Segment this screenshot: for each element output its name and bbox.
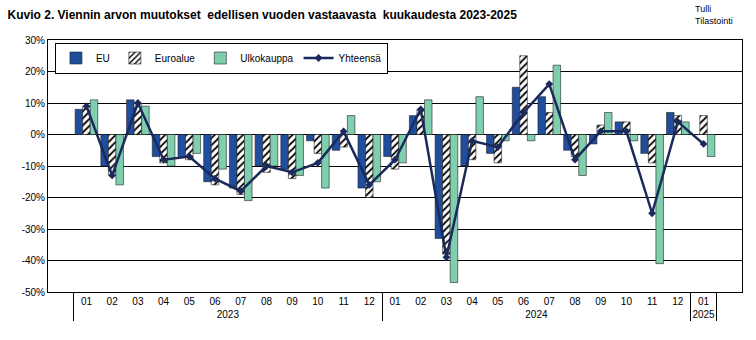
- svg-text:10: 10: [621, 296, 633, 307]
- svg-text:01: 01: [81, 296, 93, 307]
- svg-text:08: 08: [261, 296, 273, 307]
- svg-text:TulliTilastointi: TulliTilastointi: [695, 4, 733, 26]
- svg-text:05: 05: [184, 296, 196, 307]
- svg-text:30%: 30%: [25, 35, 45, 46]
- svg-text:EU: EU: [96, 53, 110, 64]
- svg-text:20%: 20%: [25, 66, 45, 77]
- svg-text:11: 11: [647, 296, 658, 307]
- svg-text:07: 07: [235, 296, 247, 307]
- svg-text:01: 01: [698, 296, 710, 307]
- svg-text:09: 09: [595, 296, 607, 307]
- svg-text:06: 06: [518, 296, 530, 307]
- svg-text:Euroalue: Euroalue: [155, 53, 195, 64]
- svg-text:03: 03: [132, 296, 144, 307]
- svg-text:08: 08: [569, 296, 581, 307]
- svg-text:-20%: -20%: [22, 192, 45, 203]
- svg-text:05: 05: [492, 296, 504, 307]
- svg-text:10%: 10%: [25, 98, 45, 109]
- svg-text:06: 06: [209, 296, 221, 307]
- svg-text:01: 01: [389, 296, 401, 307]
- svg-text:04: 04: [158, 296, 170, 307]
- svg-text:-50%: -50%: [22, 287, 45, 298]
- svg-text:02: 02: [415, 296, 427, 307]
- svg-text:-10%: -10%: [22, 161, 45, 172]
- svg-text:10: 10: [312, 296, 324, 307]
- svg-text:-40%: -40%: [22, 255, 45, 266]
- svg-text:04: 04: [467, 296, 479, 307]
- svg-text:12: 12: [672, 296, 684, 307]
- svg-text:Kuvio 2. Viennin arvon muutoks: Kuvio 2. Viennin arvon muutokset edellis…: [8, 8, 518, 22]
- svg-text:0%: 0%: [31, 129, 46, 140]
- svg-text:2024: 2024: [525, 309, 548, 320]
- svg-text:09: 09: [287, 296, 299, 307]
- svg-text:02: 02: [107, 296, 119, 307]
- svg-text:12: 12: [364, 296, 376, 307]
- svg-text:-30%: -30%: [22, 224, 45, 235]
- svg-text:2025: 2025: [692, 309, 715, 320]
- svg-text:03: 03: [441, 296, 453, 307]
- svg-text:Yhteensä: Yhteensä: [339, 53, 382, 64]
- svg-text:2023: 2023: [217, 309, 240, 320]
- svg-text:Ulkokauppa: Ulkokauppa: [240, 53, 293, 64]
- svg-text:07: 07: [544, 296, 556, 307]
- svg-text:11: 11: [338, 296, 349, 307]
